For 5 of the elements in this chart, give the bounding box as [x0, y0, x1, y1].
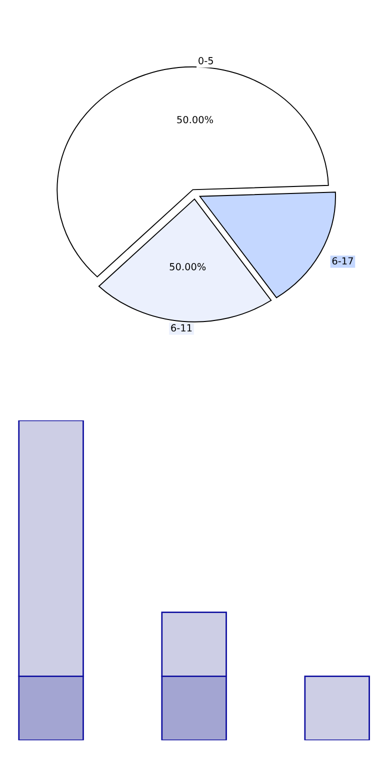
slice-label: 0-5 — [198, 57, 213, 64]
slice-label: 6-17 — [332, 257, 353, 265]
text: 50.00% — [170, 263, 206, 270]
slice-label: 6-11 — [171, 324, 192, 332]
text: 50.00% — [177, 116, 213, 124]
